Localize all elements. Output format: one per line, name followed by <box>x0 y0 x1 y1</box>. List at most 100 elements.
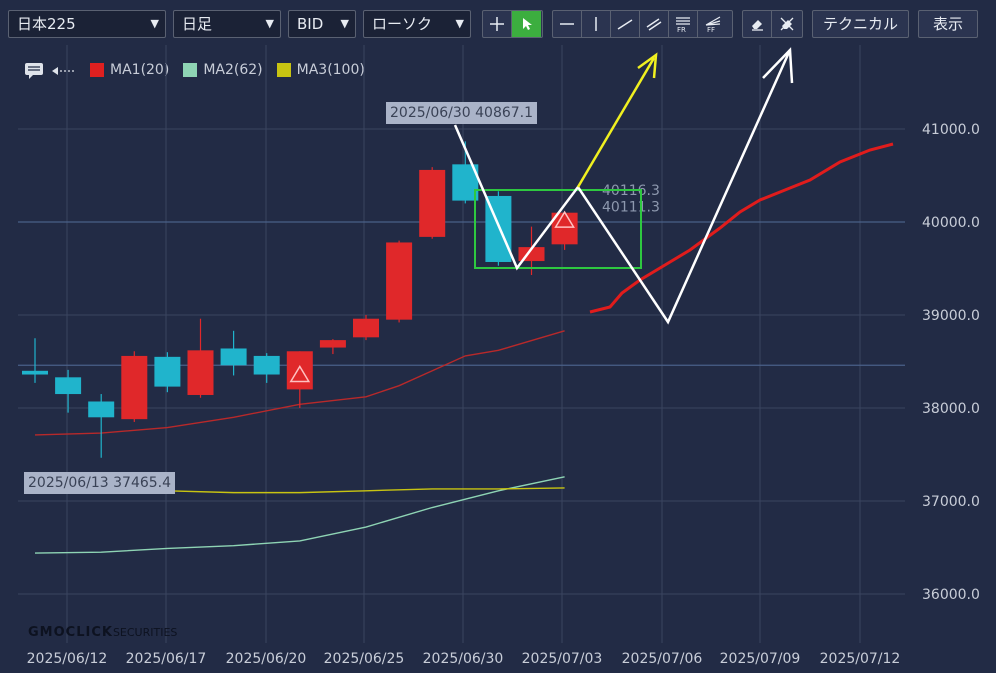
crosshair-icon <box>490 17 504 31</box>
price-label: 40111.3 <box>602 200 660 216</box>
candle-body <box>353 318 379 338</box>
broker-logo: GMOCLICKSECURITIES <box>28 625 177 640</box>
chevron-down-icon: ▼ <box>340 17 349 30</box>
drawing-tool-group: FR FF <box>552 10 733 38</box>
fibonacci-retracement-icon: FR <box>676 17 690 33</box>
ma2-swatch <box>183 63 198 77</box>
ma-line-1 <box>34 330 565 436</box>
y-tick-label: 40000.0 <box>922 215 980 231</box>
delete-drawing-icon <box>780 17 793 31</box>
fibonacci-fan-button[interactable]: FF <box>698 11 727 37</box>
alert-triangle-icon <box>554 210 575 228</box>
candle <box>55 369 82 413</box>
channel-line-button[interactable] <box>640 11 669 37</box>
candle <box>154 352 181 393</box>
candle-body <box>286 351 313 390</box>
ma1-label: MA1(20) <box>110 62 170 78</box>
candle-body <box>22 370 48 375</box>
candle <box>220 330 247 376</box>
ma-line-2 <box>34 476 565 554</box>
fr-label: FR <box>677 26 686 33</box>
horizontal-line-button[interactable] <box>553 11 582 37</box>
annotation-rectangle <box>474 189 642 269</box>
chart-type-value: ローソク <box>372 15 433 33</box>
x-tick-label: 2025/07/06 <box>622 651 703 667</box>
candle-body <box>253 355 280 375</box>
x-tick-label: 2025/06/20 <box>226 651 307 667</box>
x-tick-label: 2025/07/09 <box>720 651 801 667</box>
candle <box>386 240 413 323</box>
candle-body <box>121 355 148 420</box>
fibonacci-retracement-button[interactable]: FR <box>669 11 698 37</box>
y-tick-label: 39000.0 <box>922 308 980 324</box>
candle-body <box>386 242 413 320</box>
cursor-tool-group <box>482 10 543 38</box>
legend: MA1(20) MA2(62) MA3(100) <box>24 60 379 80</box>
annotation-arrow <box>576 57 656 188</box>
ma2-label: MA2(62) <box>203 62 263 78</box>
y-tick-label: 37000.0 <box>922 494 980 510</box>
horizontal-line-icon <box>560 23 574 25</box>
chevron-down-icon: ▼ <box>455 17 464 30</box>
candle <box>286 351 313 408</box>
x-tick-label: 2025/06/25 <box>324 651 405 667</box>
technical-button[interactable]: テクニカル <box>812 10 909 38</box>
price-chart[interactable]: 2025/06/12 2025/06/17 2025/06/20 2025/06/25… <box>0 45 996 673</box>
candle-body <box>187 350 214 395</box>
candle <box>419 167 446 239</box>
eraser-icon <box>752 20 763 31</box>
ma3-label: MA3(100) <box>296 62 365 78</box>
channel-line-icon <box>646 18 662 31</box>
display-button[interactable]: 表示 <box>918 10 978 38</box>
candle-body <box>319 340 346 348</box>
high-price-tag: 2025/06/30 40867.1 <box>386 102 538 124</box>
y-tick-label: 41000.0 <box>922 122 980 138</box>
logo-sub: SECURITIES <box>112 626 178 639</box>
chart-type-select[interactable]: ローソク ▼ <box>363 10 471 38</box>
period-select[interactable]: 日足 ▼ <box>173 10 281 38</box>
erase-tool-group <box>742 10 803 38</box>
chevron-down-icon: ▼ <box>150 17 159 30</box>
price-label: 40116.3 <box>602 183 660 199</box>
x-tick-label: 2025/06/30 <box>423 651 504 667</box>
candle-body <box>55 377 82 395</box>
x-tick-label: 2025/07/12 <box>820 651 901 667</box>
symbol-select[interactable]: 日本225 ▼ <box>8 10 166 38</box>
candle-body <box>154 356 181 387</box>
candle <box>187 318 214 398</box>
eraser-button[interactable] <box>743 11 772 37</box>
ff-label: FF <box>707 26 715 33</box>
candle-body <box>419 169 446 237</box>
delete-drawing-button[interactable] <box>772 11 801 37</box>
candle-body <box>88 401 115 418</box>
forecast-line <box>589 142 894 314</box>
alert-triangle-icon <box>289 365 311 383</box>
price-type-value: BID <box>297 15 324 33</box>
ma1-swatch <box>90 63 104 77</box>
candle-body <box>220 348 247 366</box>
pointer-button[interactable] <box>512 11 541 37</box>
x-tick-label: 2025/06/12 <box>27 651 108 667</box>
vertical-line-icon <box>595 17 597 31</box>
comment-icon[interactable] <box>24 61 46 79</box>
pointer-arrow-icon <box>522 18 532 30</box>
legend-collapse-icon[interactable] <box>50 61 76 79</box>
annotation-arrowhead <box>762 47 794 84</box>
price-type-select[interactable]: BID ▼ <box>288 10 356 38</box>
trend-line-button[interactable] <box>611 11 640 37</box>
candle <box>353 315 379 341</box>
annotation-arrowhead <box>637 52 658 79</box>
trend-line-icon <box>617 19 633 30</box>
candle <box>121 351 148 422</box>
logo-brand: GMOCLICK <box>28 625 113 640</box>
y-tick-label: 36000.0 <box>922 587 980 603</box>
y-tick-label: 38000.0 <box>922 401 980 417</box>
x-tick-label: 2025/06/17 <box>126 651 207 667</box>
x-tick-label: 2025/07/03 <box>522 651 603 667</box>
vertical-line-button[interactable] <box>582 11 611 37</box>
candle <box>319 339 346 355</box>
toolbar: 日本225 ▼ 日足 ▼ BID ▼ ローソク ▼ F <box>0 0 996 50</box>
low-price-tag: 2025/06/13 37465.4 <box>24 472 176 494</box>
ma3-swatch <box>276 63 291 77</box>
crosshair-button[interactable] <box>483 11 512 37</box>
